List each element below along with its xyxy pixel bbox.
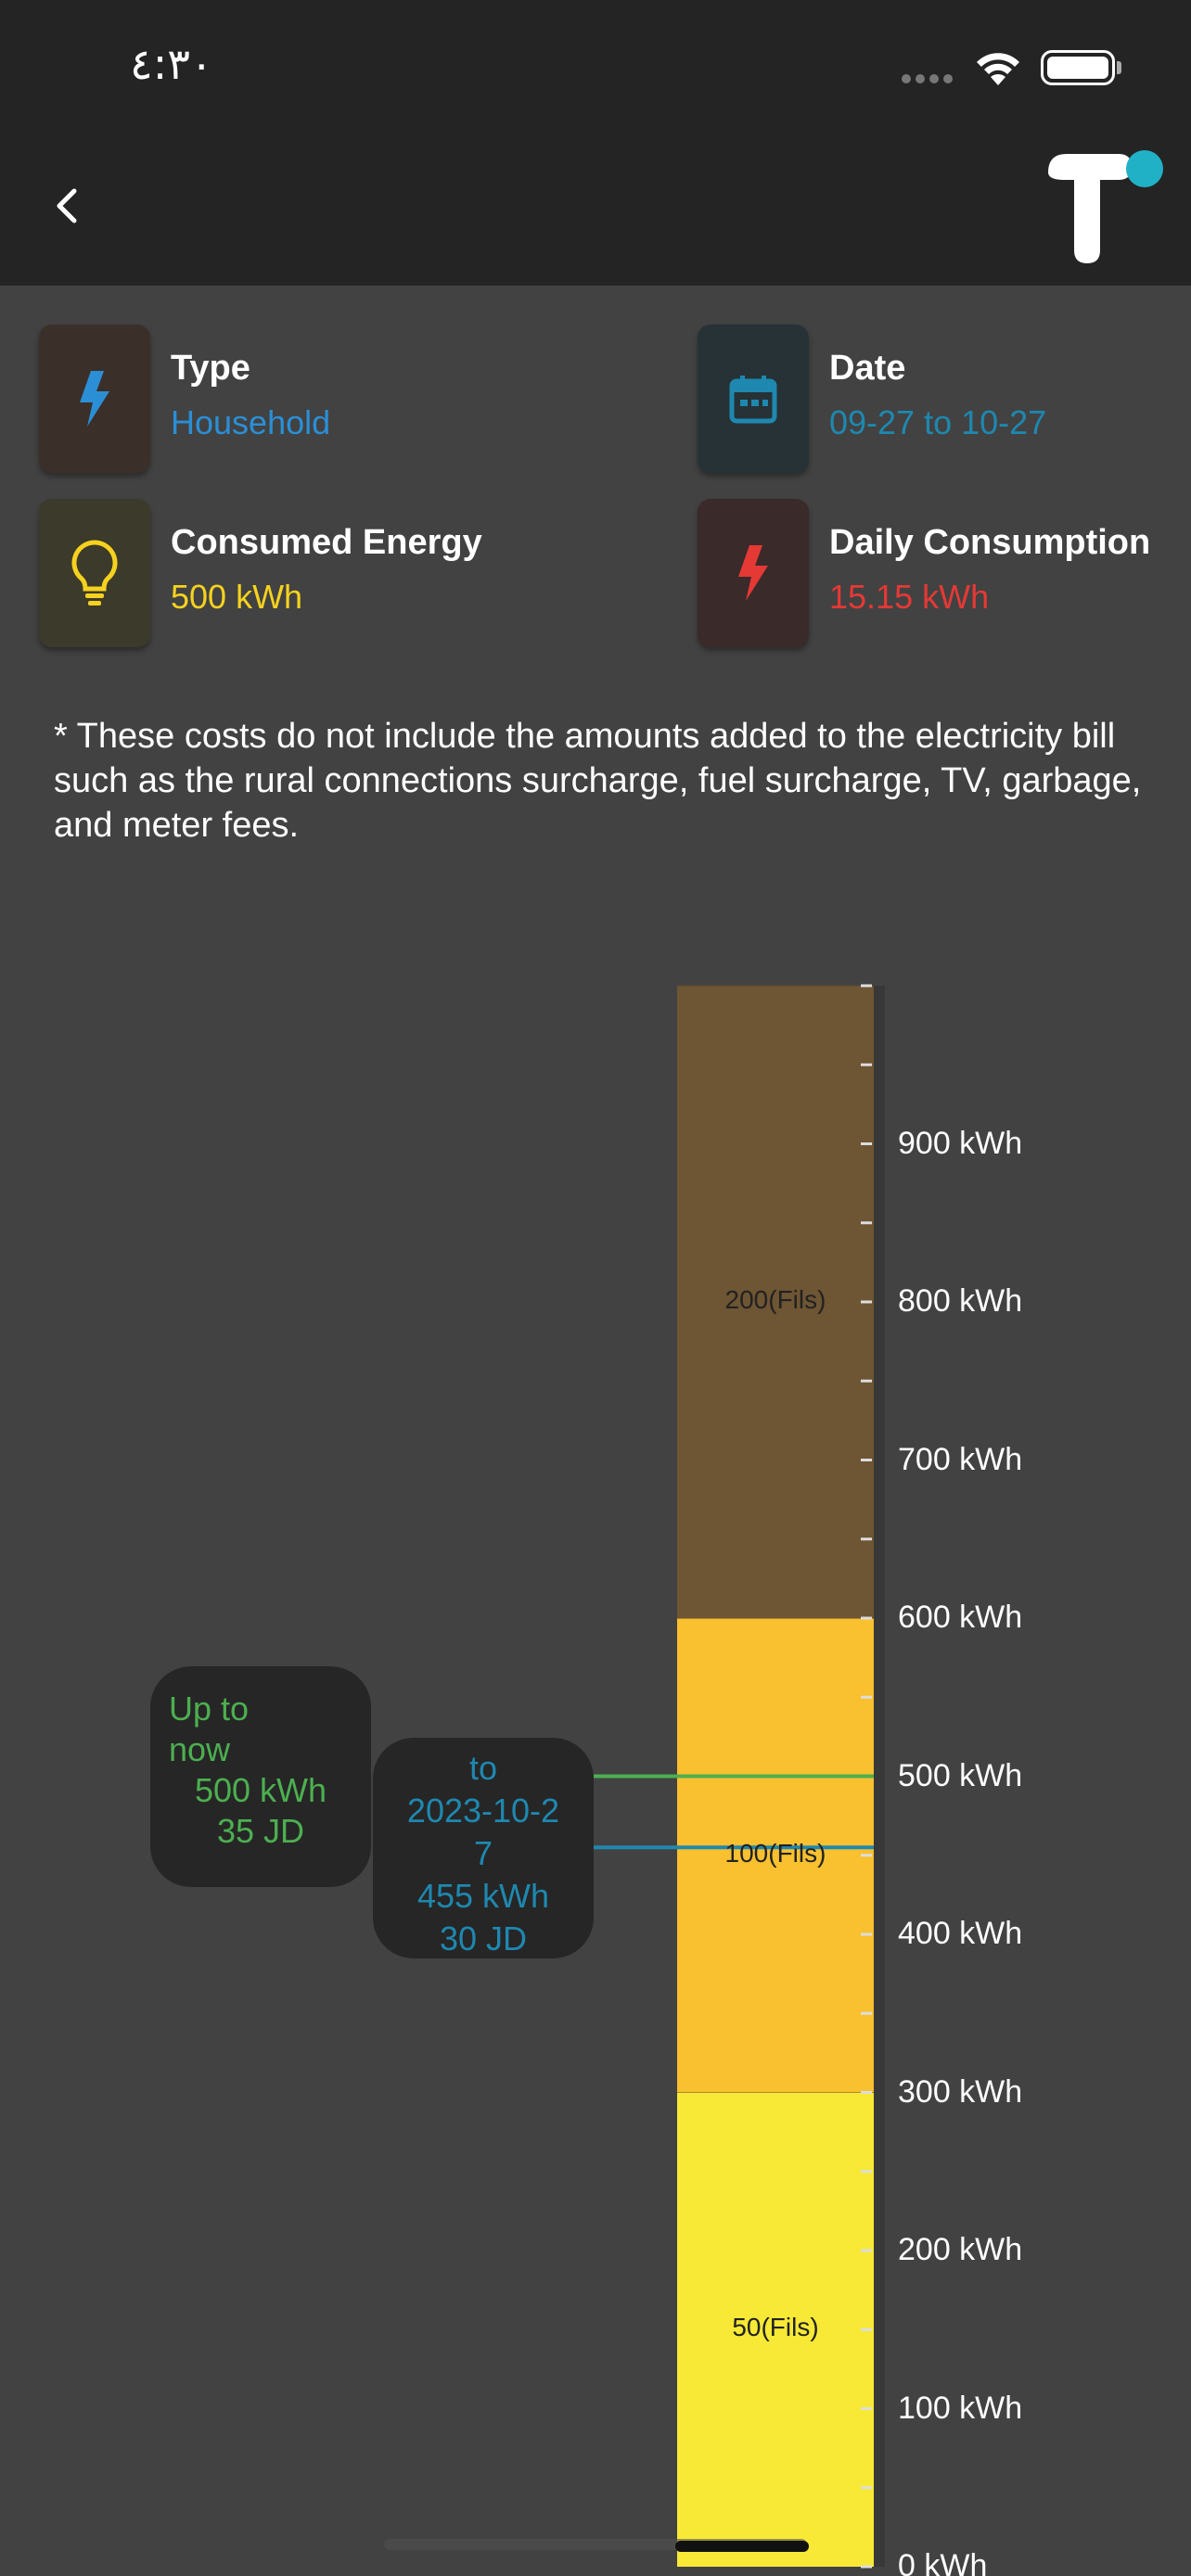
nav-bar <box>0 130 1191 286</box>
status-time: ٤:٣٠ <box>130 39 213 89</box>
daily-consumption-title: Daily Consumption <box>829 523 1151 562</box>
axis-label: 700 kWh <box>898 1441 1023 1477</box>
tier-band-0 <box>677 2092 874 2567</box>
date-value: 09-27 to 10-27 <box>829 403 1047 441</box>
bolt-red-icon <box>698 499 809 647</box>
current-usage-kwh: 500 kWh <box>194 1771 327 1809</box>
cellular-signal-icon <box>902 74 953 83</box>
home-indicator-thumb <box>675 2541 809 2552</box>
scale-track <box>874 986 885 2567</box>
info-type: Type Household <box>39 325 330 473</box>
type-title: Type <box>171 349 250 388</box>
current-usage-line2: now <box>169 1730 231 1768</box>
forecast-usage-cost: 30 JD <box>439 1919 528 1958</box>
axis-label: 0 kWh <box>898 2548 988 2576</box>
forecast-usage-date1: 2023-10-2 <box>406 1792 560 1830</box>
forecast-usage-kwh: 455 kWh <box>416 1877 550 1915</box>
bolt-icon <box>39 325 150 473</box>
info-date: Date 09-27 to 10-27 <box>698 325 1046 473</box>
status-bar: ٤:٣٠ <box>0 0 1191 130</box>
battery-icon <box>1041 50 1115 85</box>
axis-label: 800 kWh <box>898 1283 1023 1319</box>
axis-label: 100 kWh <box>898 2390 1023 2426</box>
type-value: Household <box>171 403 331 441</box>
lightbulb-icon <box>39 499 150 647</box>
axis-label: 200 kWh <box>898 2232 1023 2267</box>
wifi-icon <box>977 53 1019 85</box>
tier-price-label: 50(Fils) <box>732 2313 819 2342</box>
cost-disclaimer: * These costs do not include the amounts… <box>54 717 1142 845</box>
back-chevron-icon[interactable] <box>45 182 93 230</box>
info-daily-consumption: Daily Consumption 15.15 kWh <box>698 499 1150 647</box>
tier-band-2 <box>677 986 874 1618</box>
forecast-usage-date2: 7 <box>473 1834 493 1872</box>
axis-label: 300 kWh <box>898 2073 1023 2110</box>
app-logo <box>1048 150 1163 263</box>
info-consumed-energy: Consumed Energy 500 kWh <box>39 499 482 647</box>
consumed-energy-title: Consumed Energy <box>171 523 482 562</box>
date-title: Date <box>829 349 906 388</box>
axis-label: 400 kWh <box>898 1916 1023 1951</box>
tier-price-label: 200(Fils) <box>724 1285 826 1314</box>
current-usage-line1: Up to <box>169 1690 250 1728</box>
current-usage-bubble: Up to now 500 kWh 35 JD <box>150 1666 371 1887</box>
tier-price-label: 100(Fils) <box>724 1838 826 1868</box>
battery-cap <box>1117 61 1121 74</box>
axis-label: 600 kWh <box>898 1600 1023 1635</box>
axis-label: 900 kWh <box>898 1125 1023 1161</box>
calendar-icon <box>698 325 809 473</box>
daily-consumption-value: 15.15 kWh <box>829 578 990 616</box>
forecast-usage-bubble: to 2023-10-2 7 455 kWh 30 JD <box>373 1738 594 1958</box>
tier-band-1 <box>677 1618 874 2093</box>
forecast-usage-line1: to <box>468 1749 498 1787</box>
axis-label: 500 kWh <box>898 1757 1023 1793</box>
current-usage-cost: 35 JD <box>216 1812 305 1850</box>
consumed-energy-value: 500 kWh <box>171 578 303 616</box>
